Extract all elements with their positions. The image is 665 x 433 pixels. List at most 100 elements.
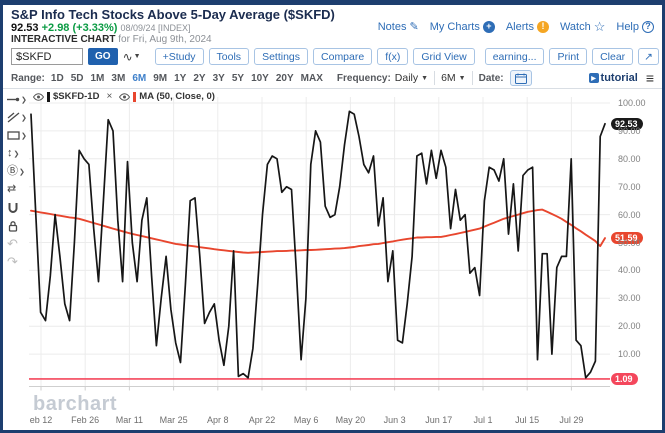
alerts-link[interactable]: Alerts! [506,20,549,33]
range-max[interactable]: MAX [300,72,323,84]
go-button[interactable]: GO [88,48,118,65]
y-tick-label: 80.00 [618,153,641,164]
clear-button[interactable]: Clear [592,48,634,65]
last-price: 92.53 [11,22,39,34]
x-tick-label: Jul 1 [473,415,493,425]
frequency-label: Frequency: [336,72,391,84]
y-tick-label: 70.00 [618,181,641,192]
date-label: Date: [478,72,504,84]
tutorial-link[interactable]: ▶ tutorial [588,72,638,84]
chart-canvas [29,97,610,391]
menu-icon[interactable]: ≡ [645,70,654,86]
x-tick-label: Jun 17 [425,415,453,425]
print-button[interactable]: Print [549,48,588,65]
y-tick-label: 60.00 [618,209,641,220]
undo-icon: ↶ [7,236,18,251]
cursor-tool[interactable]: ❯ [7,93,27,106]
y-tick-label: 10.00 [618,349,641,360]
magnet-tool[interactable] [7,201,19,214]
pop-out-button[interactable]: ↗ [638,48,659,65]
help-link[interactable]: Help? [616,20,654,33]
eye-icon[interactable] [119,92,131,101]
toolbar-right-buttons: earning... Print Clear [484,48,634,65]
y-tick-label: 50.00 [618,237,641,248]
chart-toolbar: GO ∿ ▼ +StudyToolsSettingsComparef(x)Gri… [3,45,662,68]
range-2y[interactable]: 2Y [193,72,206,84]
settings-button[interactable]: Settings [254,48,309,65]
measure-tool[interactable]: ↕ ❯ [7,147,20,159]
range-10y[interactable]: 10Y [251,72,269,84]
x-tick-label: Apr 8 [207,415,229,425]
range-6m[interactable]: 6M [132,72,147,84]
study-button[interactable]: +Study [154,48,204,65]
annotation-tool[interactable]: Ⓑ ❯ [7,165,25,177]
watermark: barchart [33,393,118,415]
range-5y[interactable]: 5Y [231,72,245,84]
range-3y[interactable]: 3Y [212,72,225,84]
range-1d[interactable]: 1D [50,72,64,84]
x-tick-label: Feb 26 [71,415,100,425]
shapes-tool[interactable]: ❯ [7,129,27,142]
y-tick-label: 90.00 [618,125,641,136]
quote-line: 92.53 +2.98 (+3.33%) 08/09/24 [INDEX] [11,22,654,34]
earning-button[interactable]: earning... [484,48,545,65]
star-icon: ☆ [593,19,606,34]
notes-link[interactable]: Notes ✎ [377,20,419,34]
compare-button[interactable]: Compare [313,48,373,65]
watch-link[interactable]: Watch ☆ [559,19,606,34]
line-style-icon: ∿ [122,49,133,64]
lock-tool[interactable] [7,219,19,232]
my-charts-link[interactable]: My Charts + [430,20,495,33]
x-tick-label: Mar 25 [159,415,188,425]
chart-subtitle: INTERACTIVE CHART for Fri, Aug 9th, 2024 [11,34,654,46]
circled-b-icon: Ⓑ [7,165,18,177]
magnet-icon [8,202,18,213]
tools-button[interactable]: Tools [208,48,250,65]
redo-button[interactable]: ↷ [7,255,18,268]
alert-icon: ! [536,20,549,33]
range-1y[interactable]: 1Y [174,72,187,84]
x-tick-label: Jul 29 [559,415,584,425]
chevron-down-icon: ▼ [133,53,141,60]
trendline-tool[interactable]: ❯ [7,111,27,124]
x-tick-label: Jul 15 [515,415,540,425]
cursor-icon [7,97,20,102]
range-label: Range: [11,72,45,84]
calendar-icon [514,73,527,84]
plus-circle-icon: + [482,20,495,33]
range-bar: Range: 1D 5D 1M 3M 6M 9M 1Y 2Y 3Y 5Y 10Y 20Y MAX Fre… [3,68,662,89]
gridview-button[interactable]: Grid View [413,48,475,65]
redo-icon: ↷ [7,254,18,269]
range-1m[interactable]: 1M [90,72,105,84]
price-badge: 92.53 [611,117,643,130]
y-tick-label: 40.00 [618,265,641,276]
undo-button[interactable]: ↶ [7,237,18,250]
interactive-chart-label: INTERACTIVE CHART [11,34,116,45]
y-tick-label: 20.00 [618,321,641,332]
range-5d[interactable]: 5D [70,72,84,84]
fx-button[interactable]: f(x) [377,48,409,65]
x-tick-label: Apr 22 [248,415,276,425]
legend-series-ma: MA (50, Close, 0) [119,91,215,102]
y-tick-label: 100.00 [618,98,646,108]
help-icon: ? [642,20,654,33]
symbol-input[interactable] [11,48,83,65]
chart-type-selector[interactable]: ∿ ▼ [123,50,141,64]
x-axis: eb 12 Feb 26 Mar 11 Mar 25 Apr 8 Apr 22 May 6 M… [29,408,610,430]
x-tick-label: Mar 11 [115,415,144,425]
legend-series-price: $SKFD-1D [33,91,99,102]
chart-for-date: for Fri, Aug 9th, 2024 [118,34,212,45]
range-9m[interactable]: 9M [153,72,168,84]
parallel-lines-tool[interactable]: ⇄ [7,183,16,196]
close-icon[interactable]: × [106,91,113,102]
header-links: Notes ✎ My Charts + Alerts! Watch ☆ Help? [378,20,654,33]
range-3m[interactable]: 3M [111,72,126,84]
divider [434,71,436,85]
frequency-dropdown[interactable]: Daily ▼ [394,72,429,84]
eye-icon[interactable] [33,92,44,101]
toolbar-buttons: +Study Tools Settings Compare f(x) Grid View [154,48,475,65]
range-20y[interactable]: 20Y [275,72,294,84]
date-picker-button[interactable] [509,70,532,86]
period-dropdown[interactable]: 6M ▼ [441,72,466,84]
